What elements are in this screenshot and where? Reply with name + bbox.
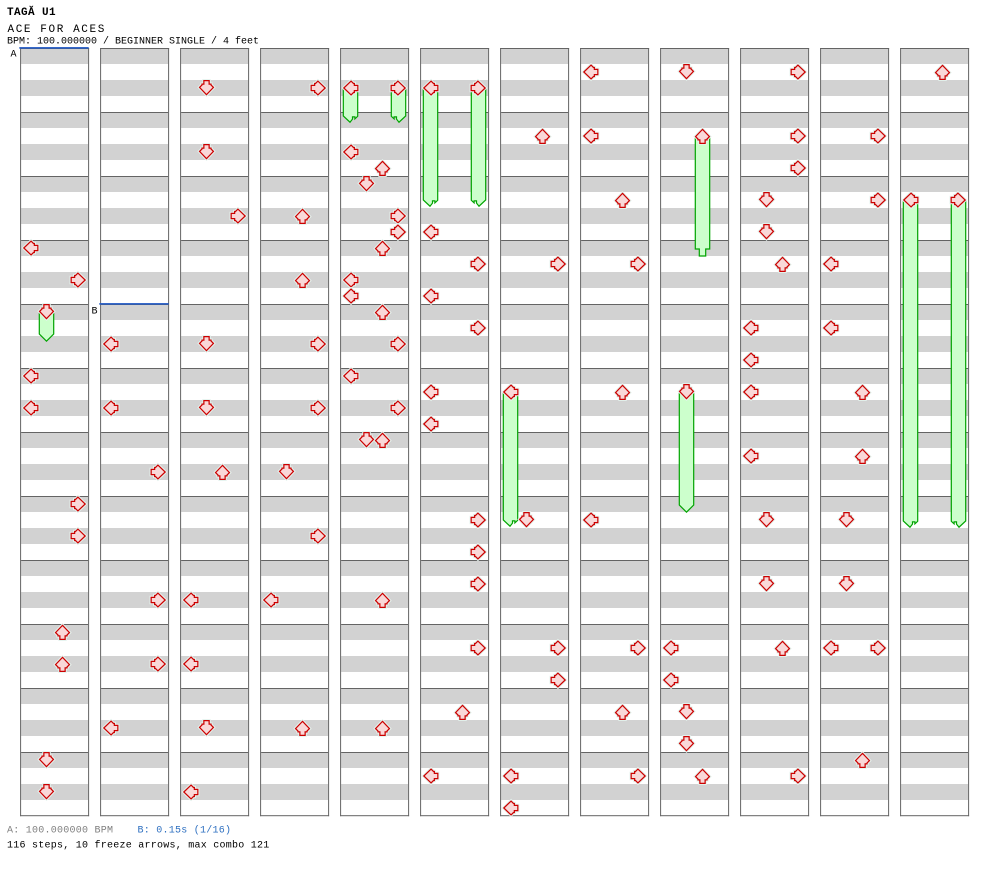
svg-text:B: 0.15s (1/16): B: 0.15s (1/16) [138,825,232,837]
svg-text:ACE FOR ACES: ACE FOR ACES [8,24,106,36]
svg-text:A: A [11,50,17,61]
svg-text:A: 100.000000 BPM: A: 100.000000 BPM [7,826,113,837]
svg-text:B: B [92,307,98,318]
svg-text:116 steps, 10 freeze arrows, m: 116 steps, 10 freeze arrows, max combo 1… [7,840,270,852]
svg-text:BPM: 100.000000 / BEGINNER SIN: BPM: 100.000000 / BEGINNER SINGLE / 4 fe… [7,36,259,48]
svg-text:TAGĂ U1: TAGĂ U1 [7,5,56,19]
